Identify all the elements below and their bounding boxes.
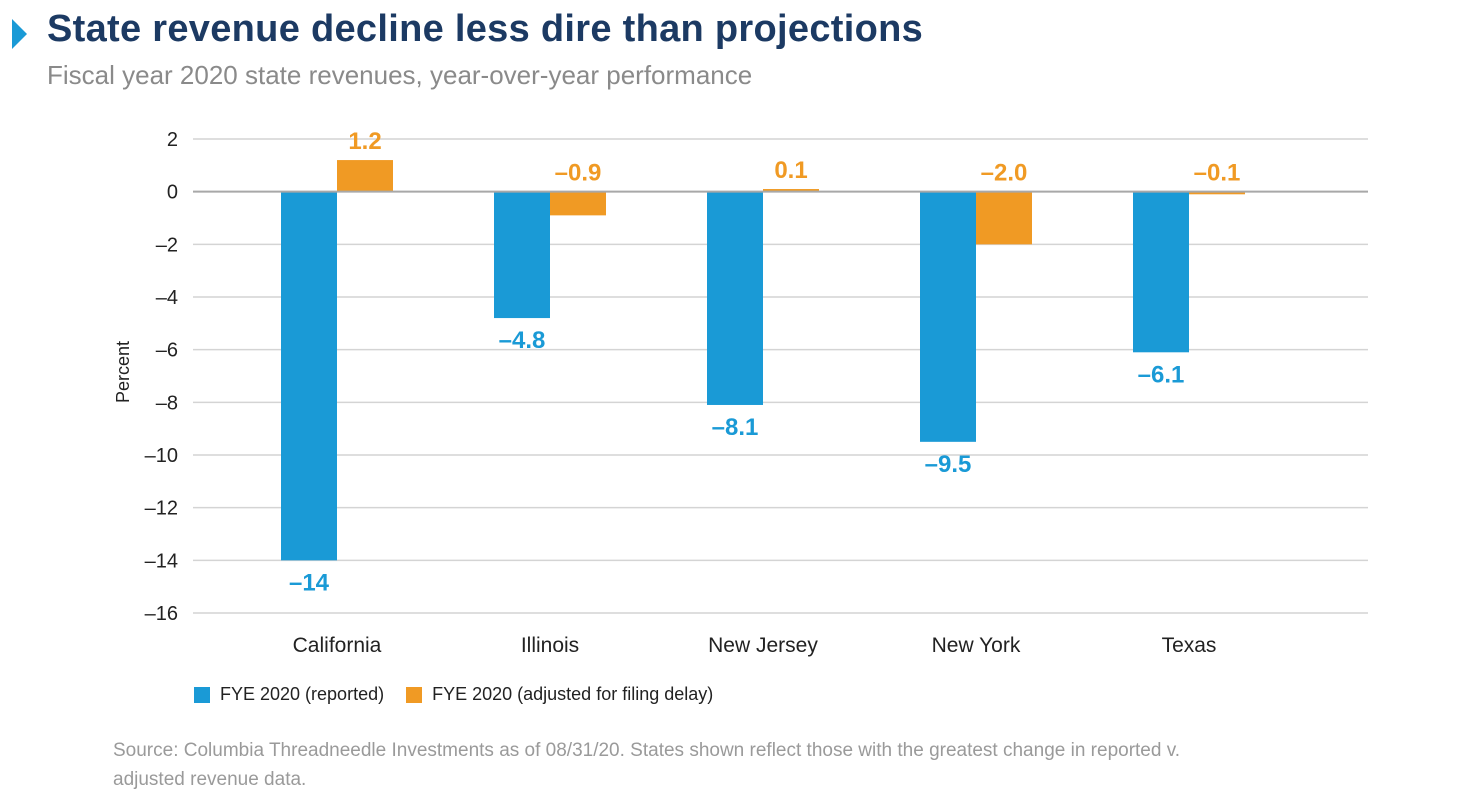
legend-swatch-reported: [194, 686, 210, 703]
bar-reported: [494, 191, 550, 319]
x-axis-ticks: California Illinois New Jersey New York Texa…: [293, 634, 1217, 657]
legend-label-reported: FYE 2020 (reported): [220, 684, 385, 704]
legend-item-adjusted: FYE 2020 (adjusted for filing delay): [406, 684, 713, 705]
legend-swatch-adjusted: [406, 686, 423, 703]
bars: [281, 160, 1245, 561]
legend: FYE 2020 (reported) FYE 2020 (adjusted f…: [194, 684, 735, 705]
data-label: –4.8: [499, 327, 546, 354]
x-tick-label: California: [293, 634, 382, 657]
bar-adjusted: [1189, 191, 1245, 195]
data-label: 0.1: [774, 157, 807, 184]
data-label: –6.1: [1138, 361, 1185, 388]
bar-reported: [920, 191, 976, 442]
y-tick-label: 2: [167, 129, 178, 151]
y-tick-label: –12: [145, 498, 178, 520]
chart-title: State revenue decline less dire than pro…: [47, 8, 924, 50]
data-label: –2.0: [981, 160, 1028, 187]
bar-reported: [281, 191, 337, 561]
data-label: –9.5: [925, 451, 972, 478]
y-tick-label: –8: [156, 392, 178, 414]
data-label: –8.1: [712, 414, 759, 441]
y-tick-label: –10: [145, 445, 178, 467]
y-tick-label: 0: [167, 182, 178, 204]
y-tick-label: –16: [145, 603, 178, 625]
chart-subtitle: Fiscal year 2020 state revenues, year-ov…: [47, 60, 753, 90]
data-label: –0.1: [1194, 160, 1241, 187]
bar-reported: [1133, 191, 1189, 353]
y-axis-label: Percent: [113, 341, 133, 403]
data-label: –0.9: [555, 160, 602, 187]
x-tick-label: Texas: [1162, 634, 1217, 657]
grid-lines: [193, 138, 1368, 614]
bar-adjusted: [337, 160, 393, 192]
y-tick-label: –2: [156, 234, 178, 256]
x-tick-label: New Jersey: [708, 634, 818, 657]
bar-adjusted: [976, 191, 1032, 245]
legend-label-adjusted: FYE 2020 (adjusted for filing delay): [432, 684, 714, 704]
y-axis-ticks: 2 0 –2 –4 –6 –8 –10 –12 –14 –16: [145, 129, 178, 625]
y-tick-label: –14: [145, 550, 178, 572]
x-tick-label: Illinois: [521, 634, 579, 657]
bar-adjusted: [550, 191, 606, 216]
source-note: Source: Columbia Threadneedle Investment…: [113, 740, 1181, 790]
data-label: –14: [289, 569, 330, 596]
data-labels: –14 1.2 –4.8 –0.9 –8.1 0.1 –9.5 –2.0 –6.1 –0.1: [289, 128, 1240, 596]
x-tick-label: New York: [932, 634, 1021, 657]
data-label: 1.2: [348, 128, 381, 155]
bar-reported: [707, 191, 763, 405]
y-tick-label: –6: [156, 340, 178, 362]
bar-adjusted: [763, 189, 819, 192]
title-marker-icon: [12, 19, 27, 49]
legend-item-reported: FYE 2020 (reported): [194, 684, 384, 705]
y-tick-label: –4: [156, 287, 178, 309]
